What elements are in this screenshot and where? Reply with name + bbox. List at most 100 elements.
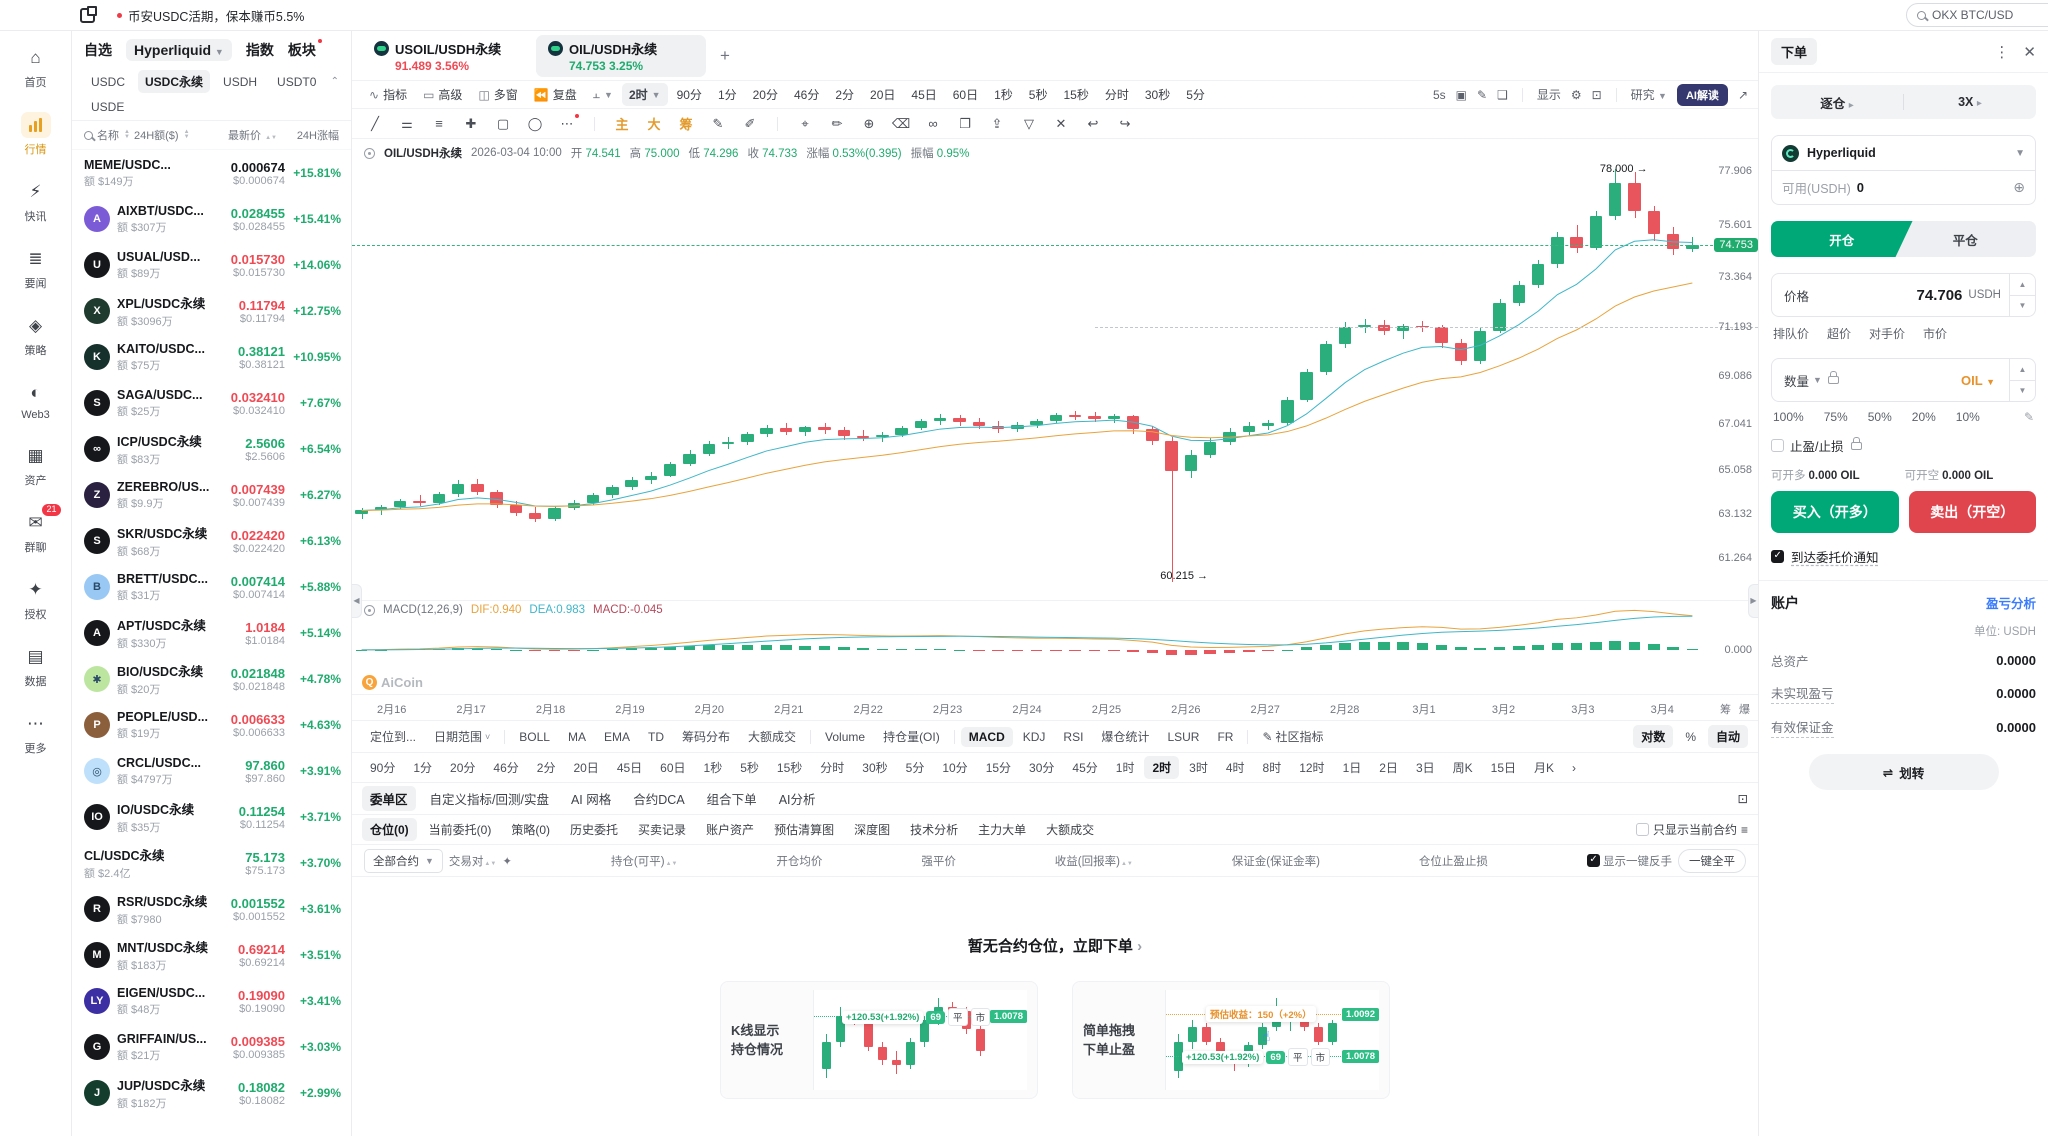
share-icon[interactable]: ↗ bbox=[1737, 87, 1748, 102]
scale-对数[interactable]: 对数 bbox=[1633, 725, 1674, 748]
subtab-技术分析[interactable]: 技术分析 bbox=[910, 823, 959, 837]
collapse-icon[interactable]: ⌃ bbox=[330, 76, 339, 87]
pct-75%[interactable]: 75% bbox=[1823, 410, 1848, 424]
list-item-PEOPLE/USD...[interactable]: P PEOPLE/USD... 额 $19万 0.006633 $0.006633 +4.… bbox=[72, 702, 351, 748]
col-last-price[interactable]: 最新价 ▲▼ bbox=[228, 130, 277, 142]
market-chip[interactable]: 市 bbox=[970, 1008, 991, 1026]
macd-toggle-icon[interactable] bbox=[364, 604, 375, 616]
list-item-JUP/USDC永续[interactable]: J JUP/USDC永续额 $182万 0.18082 $0.18082 +2.99% bbox=[72, 1070, 351, 1116]
export-icon[interactable]: ⇪ bbox=[991, 115, 1003, 131]
ind-定位到...[interactable]: 定位到... bbox=[370, 730, 417, 744]
subtab-历史委托[interactable]: 历史委托 bbox=[570, 823, 619, 837]
promo-card-1[interactable]: K线显示 持仓情况 +120.53(+1.92%) 69 平市 1.0078 bbox=[720, 981, 1038, 1099]
pct-100%[interactable]: 100% bbox=[1773, 410, 1804, 424]
reverse-checkbox[interactable] bbox=[1586, 853, 1600, 867]
magnet-icon[interactable]: ⌖ bbox=[801, 115, 809, 131]
interval-1时[interactable]: 1时 bbox=[1115, 761, 1135, 775]
subtab-当前委托(0)[interactable]: 当前委托(0) bbox=[428, 823, 492, 837]
interval-30分[interactable]: 30分 bbox=[1029, 761, 1055, 775]
macd-pane[interactable]: MACD(12,26,9) DIF:0.940 DEA:0.983 MACD:-… bbox=[352, 601, 1758, 695]
candlestick-pane[interactable]: OIL/USDH永续 2026-03-04 10:00 开 74.541 高 7… bbox=[352, 139, 1758, 601]
toolbar-指标[interactable]: ∿ 指标 bbox=[369, 87, 408, 103]
interval-15日[interactable]: 15日 bbox=[1490, 761, 1516, 775]
quote-tab-USDH[interactable]: USDH bbox=[223, 74, 258, 89]
panel-tab-合约DCA[interactable]: 合约DCA bbox=[633, 793, 685, 807]
price-type-市价[interactable]: 市价 bbox=[1923, 327, 1948, 341]
list-item-KAITO/USDC...[interactable]: K KAITO/USDC... 额 $75万 0.38121 $0.38121 +10.9… bbox=[72, 334, 351, 380]
tpsl-checkbox[interactable] bbox=[1771, 439, 1784, 452]
list-item-APT/USDC永续[interactable]: A APT/USDC永续额 $330万 1.0184 $1.0184 +5.14% bbox=[72, 610, 351, 656]
notify-checkbox[interactable] bbox=[1771, 550, 1784, 563]
period-30秒[interactable]: 30秒 bbox=[1144, 88, 1171, 102]
interval-2分[interactable]: 2分 bbox=[536, 761, 556, 775]
main-chart-button[interactable]: 主 bbox=[615, 117, 629, 132]
panel-tab-自定义指标/回测/实盘[interactable]: 自定义指标/回测/实盘 bbox=[429, 793, 549, 807]
interval-4时[interactable]: 4时 bbox=[1225, 761, 1245, 775]
interval-60日[interactable]: 60日 bbox=[660, 761, 686, 775]
chart-tab-OIL/USDH永续[interactable]: OIL/USDH永续 74.753 3.25% bbox=[536, 34, 706, 77]
price-input[interactable]: 价格 74.706 USDH ▲ ▼ bbox=[1771, 273, 2036, 317]
period-45日[interactable]: 45日 bbox=[911, 88, 937, 102]
overlay-BOLL[interactable]: BOLL bbox=[519, 729, 550, 744]
period-分时[interactable]: 分时 bbox=[1104, 88, 1129, 102]
overlay-TD[interactable]: TD bbox=[648, 729, 664, 744]
circle-icon[interactable]: ◯ bbox=[527, 115, 543, 131]
list-item-BIO/USDC永续[interactable]: ✱ BIO/USDC永续额 $20万 0.021848 $0.021848 +4.78% bbox=[72, 656, 351, 702]
panel-tab-AI分析[interactable]: AI分析 bbox=[778, 793, 816, 807]
only-current-checkbox[interactable] bbox=[1635, 823, 1649, 836]
time-axis[interactable]: 2月16 2月17 2月18 2月19 2月20 2月21 2月22 2月23 2月24 2月25… bbox=[352, 695, 1758, 721]
more-draw-icon[interactable]: ⋯ bbox=[558, 113, 579, 132]
axis-tab-爆[interactable]: 爆 bbox=[1739, 704, 1750, 716]
rail-item-授权[interactable]: ✦ 授权 bbox=[7, 577, 65, 622]
tpsl-lock-icon[interactable] bbox=[1851, 436, 1863, 450]
list-item-SKR/USDC永续[interactable]: S SKR/USDC永续额 $68万 0.022420 $0.022420 +6.13% bbox=[72, 518, 351, 564]
list-item-IO/USDC永续[interactable]: IO IO/USDC永续额 $35万 0.11254 $0.11254 +3.71% bbox=[72, 794, 351, 840]
sell-open-short-button[interactable]: 卖出（开空） bbox=[1908, 491, 2036, 533]
trendline-icon[interactable]: ╱ bbox=[371, 115, 379, 131]
interval-3日[interactable]: 3日 bbox=[1415, 761, 1435, 775]
scale-%[interactable]: % bbox=[1685, 729, 1696, 744]
period-5秒[interactable]: 5秒 bbox=[1028, 88, 1048, 102]
rail-item-资产[interactable]: ▦ 资产 bbox=[7, 443, 65, 488]
subtab-账户资产[interactable]: 账户资产 bbox=[706, 823, 755, 837]
margin-mode-button[interactable]: 逐仓 ▸ bbox=[1820, 96, 1854, 111]
period-5分[interactable]: 5分 bbox=[1186, 88, 1205, 102]
panel-menu-icon[interactable]: ⋮ bbox=[1994, 43, 2010, 61]
osc-ind-RSI[interactable]: RSI bbox=[1063, 729, 1084, 744]
interval-1秒[interactable]: 1秒 bbox=[703, 761, 723, 775]
venue-select[interactable]: Hyperliquid ▼ bbox=[1771, 135, 2036, 171]
replay-speed[interactable]: 5s bbox=[1432, 87, 1446, 102]
subtab-仓位(0)[interactable]: 仓位(0) bbox=[362, 818, 417, 841]
hline-icon[interactable]: ⚌ bbox=[401, 115, 413, 131]
interval-周K[interactable]: 周K bbox=[1452, 761, 1473, 775]
display-menu[interactable]: 显示 bbox=[1536, 88, 1561, 102]
period-46分[interactable]: 46分 bbox=[793, 88, 820, 102]
period-20分[interactable]: 20分 bbox=[752, 88, 778, 102]
interval-46分[interactable]: 46分 bbox=[493, 761, 519, 775]
overlay-MA[interactable]: MA bbox=[567, 729, 586, 744]
interval-12时[interactable]: 12时 bbox=[1299, 761, 1325, 775]
pnl-analysis-link[interactable]: 盈亏分析 bbox=[1985, 597, 2036, 611]
list-item-EIGEN/USDC...[interactable]: LY EIGEN/USDC... 额 $48万 0.19090 $0.19090 +3.4… bbox=[72, 978, 351, 1024]
vol-ind-Volume[interactable]: Volume bbox=[825, 729, 866, 744]
subtab-主力大单[interactable]: 主力大单 bbox=[978, 823, 1027, 837]
list-item-XPL/USDC永续[interactable]: X XPL/USDC永续额 $3096万 0.11794 $0.11794 +12.75… bbox=[72, 288, 351, 334]
pair-column-header[interactable]: 交易对▲▼ bbox=[448, 855, 497, 868]
close-chip[interactable]: 平 bbox=[948, 1008, 968, 1026]
rail-item-策略[interactable]: ◈ 策略 bbox=[7, 313, 65, 358]
ind-日期范围[interactable]: 日期范围 ˅ bbox=[434, 730, 491, 744]
trash-icon[interactable]: ✕ bbox=[1055, 115, 1067, 131]
period-15秒[interactable]: 15秒 bbox=[1063, 88, 1089, 102]
list-item-BRETT/USDC...[interactable]: B BRETT/USDC... 额 $31万 0.007414 $0.007414 +5.… bbox=[72, 564, 351, 610]
rail-item-更多[interactable]: ⋯ 更多 bbox=[7, 711, 65, 756]
link-icon[interactable]: ∞ bbox=[928, 116, 938, 131]
close-all-button[interactable]: 一键全平 bbox=[1678, 848, 1747, 873]
tab-close-position[interactable]: 平仓 bbox=[1952, 233, 1978, 248]
list-item-CRCL/USDC...[interactable]: ◎ CRCL/USDC... 额 $4797万 97.860 $97.860 +3.91% bbox=[72, 748, 351, 794]
subtab-大额成交[interactable]: 大额成交 bbox=[1046, 823, 1095, 837]
global-search[interactable]: OKX BTC/USD bbox=[1906, 3, 2048, 27]
subtab-预估清算图[interactable]: 预估清算图 bbox=[774, 823, 835, 837]
rail-item-快讯[interactable]: ⚡ 快讯 bbox=[7, 179, 65, 224]
watchlist-tab-自选[interactable]: 自选 bbox=[84, 42, 112, 58]
subtab-策略(0)[interactable]: 策略(0) bbox=[511, 823, 551, 837]
